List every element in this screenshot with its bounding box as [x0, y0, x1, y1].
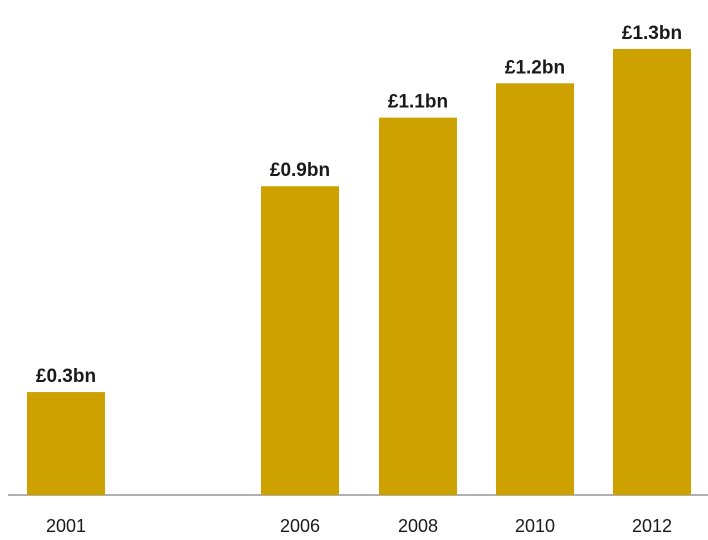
bar-2006: [261, 186, 339, 495]
value-label-2001: £0.3bn: [36, 366, 96, 387]
x-tick-label-2001: 2001: [46, 516, 86, 536]
bar-2001: [27, 392, 105, 495]
bar-2008: [379, 117, 457, 495]
value-label-2012: £1.3bn: [622, 23, 682, 44]
x-tick-label-2012: 2012: [632, 516, 672, 536]
value-label-2008: £1.1bn: [388, 92, 448, 113]
bar-2010: [496, 83, 574, 496]
bar-2012: [613, 49, 691, 495]
value-label-2006: £0.9bn: [270, 160, 330, 181]
x-tick-label-2008: 2008: [398, 516, 438, 536]
x-tick-label-2010: 2010: [515, 516, 555, 536]
x-tick-label-2006: 2006: [280, 516, 320, 536]
value-label-2010: £1.2bn: [505, 57, 565, 78]
